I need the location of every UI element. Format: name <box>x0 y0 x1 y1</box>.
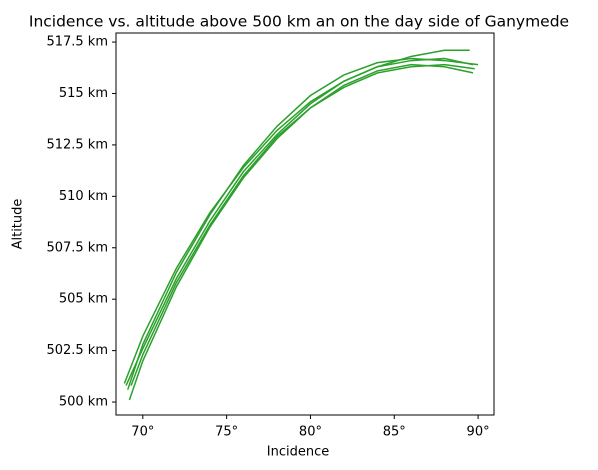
series-line <box>128 63 475 401</box>
x-axis-label: Incidence <box>267 445 329 460</box>
y-tick-label: 517.5 km <box>46 35 108 50</box>
y-tick-label: 502.5 km <box>46 343 108 358</box>
y-tick-label: 500 km <box>59 395 108 410</box>
series-line <box>127 57 479 390</box>
series-line <box>123 49 470 384</box>
x-tick-label: 85° <box>383 425 406 440</box>
y-tick-label: 512.5 km <box>46 137 108 152</box>
y-tick-label: 507.5 km <box>46 240 108 255</box>
x-tick-label: 75° <box>215 425 238 440</box>
series-line <box>130 63 474 386</box>
y-axis-label: Altitude <box>11 199 26 250</box>
series-line <box>125 57 474 386</box>
x-tick-label: 80° <box>299 425 322 440</box>
y-tick-label: 510 km <box>59 189 108 204</box>
chart-title: Incidence vs. altitude above 500 km an o… <box>29 13 569 31</box>
plot-frame <box>115 32 495 416</box>
x-tick-label: 70° <box>131 425 154 440</box>
y-tick-label: 505 km <box>59 292 108 307</box>
y-tick-label: 515 km <box>59 86 108 101</box>
x-tick-label: 90° <box>467 425 490 440</box>
